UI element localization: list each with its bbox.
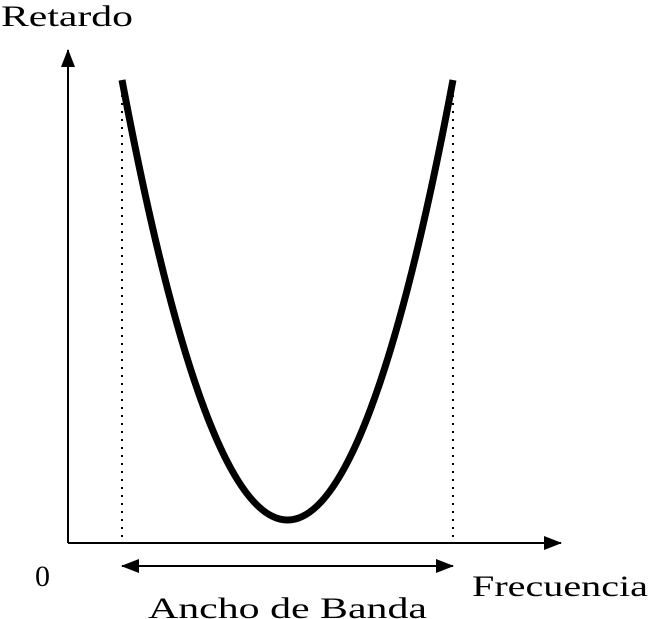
y-axis-label: Retardo	[1, 0, 133, 33]
origin-label: 0	[35, 560, 50, 593]
x-axis-label: Frecuencia	[472, 570, 648, 603]
bandwidth-label: Ancho de Banda	[148, 592, 427, 619]
delay-curve	[118, 79, 457, 524]
